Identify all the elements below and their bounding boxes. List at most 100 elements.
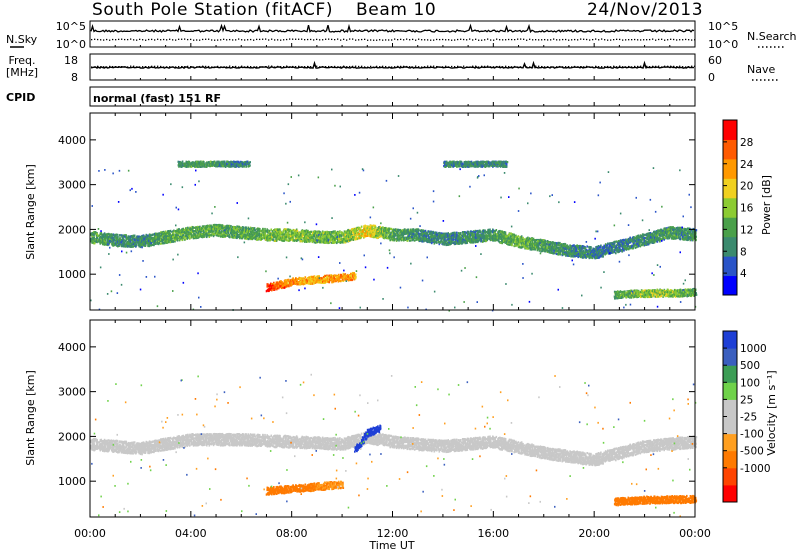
noise-search-dot xyxy=(502,39,503,40)
noise-search-dot xyxy=(451,40,452,41)
nave-dot xyxy=(193,66,194,67)
noise-search-dot xyxy=(412,39,413,40)
nave-dot xyxy=(415,66,416,67)
nave-dot xyxy=(424,66,425,67)
nave-dot xyxy=(469,66,470,67)
data-point xyxy=(254,227,256,229)
nave-dot xyxy=(682,66,683,67)
data-point xyxy=(170,230,172,232)
nave-dot xyxy=(97,66,98,67)
data-point xyxy=(252,231,254,233)
data-point xyxy=(275,235,277,237)
data-point xyxy=(402,238,404,240)
data-point xyxy=(247,236,249,238)
data-point xyxy=(404,228,406,230)
data-point xyxy=(357,238,359,240)
cpid-value: normal (fast) 151 RF xyxy=(93,92,221,105)
noise-search-dot xyxy=(589,39,590,40)
nave-dot xyxy=(394,66,395,67)
noise-search-dot xyxy=(187,39,188,40)
data-point xyxy=(141,246,143,248)
nave-dot xyxy=(208,66,209,67)
noise-search-dot xyxy=(520,38,521,39)
noise-search-dot xyxy=(445,39,446,40)
noise-search-dot xyxy=(253,40,254,41)
data-point xyxy=(361,226,363,228)
nave-dot xyxy=(613,66,614,67)
data-point xyxy=(487,238,489,240)
noise-search-dot xyxy=(175,39,176,40)
noise-search-dot xyxy=(202,39,203,40)
data-point xyxy=(204,235,206,237)
data-point xyxy=(418,229,420,231)
noise-search-dot xyxy=(571,39,572,40)
nave-dot xyxy=(406,66,407,67)
noise-search-dot xyxy=(427,39,428,40)
noise-search-dot xyxy=(310,39,311,40)
nave-dot xyxy=(277,66,278,67)
nave-dot xyxy=(103,66,104,67)
noise-search-dot xyxy=(535,39,536,40)
data-point xyxy=(119,237,121,239)
nave-dot xyxy=(241,66,242,67)
data-point xyxy=(386,234,388,236)
data-point xyxy=(155,241,157,243)
noise-search-dot xyxy=(550,39,551,40)
data-point xyxy=(279,229,281,231)
nave-dot xyxy=(100,66,101,67)
noise-search-dot xyxy=(208,39,209,40)
noise-search-dot xyxy=(97,39,98,40)
nave-dot xyxy=(610,66,611,67)
noise-search-dot xyxy=(109,40,110,41)
data-point xyxy=(333,241,335,243)
noise-search-dot xyxy=(118,39,119,40)
nave-dot xyxy=(184,66,185,67)
nave-dot xyxy=(643,66,644,67)
data-point xyxy=(472,234,474,236)
nave-dot xyxy=(163,66,164,67)
nave-label: Nave xyxy=(747,63,775,76)
nave-dot xyxy=(622,66,623,67)
nave-dot xyxy=(559,66,560,67)
data-point xyxy=(117,236,119,238)
noise-search-dot xyxy=(148,39,149,40)
data-point xyxy=(249,228,251,230)
noise-search-dot xyxy=(610,39,611,40)
noise-search-dot xyxy=(337,38,338,39)
noise-search-dot xyxy=(322,39,323,40)
data-point xyxy=(496,229,498,231)
noise-search-dot xyxy=(547,39,548,40)
nave-dot xyxy=(127,66,128,67)
nave-dot xyxy=(142,66,143,67)
noise-search-dot xyxy=(568,39,569,40)
noise-search-dot xyxy=(181,39,182,40)
data-point xyxy=(162,239,164,241)
noise-search-dot xyxy=(601,38,602,39)
data-point xyxy=(454,232,456,234)
nave-dot xyxy=(688,66,689,67)
noise-search-dot xyxy=(106,39,107,40)
data-point xyxy=(473,241,475,243)
noise-right-tick-lo: 10^0 xyxy=(708,38,738,51)
noise-search-dot xyxy=(586,39,587,40)
noise-search-dot xyxy=(439,39,440,40)
data-point xyxy=(452,239,454,241)
data-point xyxy=(336,241,338,243)
data-point xyxy=(145,240,147,242)
data-point xyxy=(377,237,379,239)
noise-search-dot xyxy=(490,39,491,40)
noise-search-dot xyxy=(499,39,500,40)
nave-dot xyxy=(631,66,632,67)
nave-dot xyxy=(400,66,401,67)
data-point xyxy=(222,224,224,226)
nave-dot xyxy=(247,66,248,67)
data-point xyxy=(136,244,138,246)
data-point xyxy=(183,228,185,230)
nave-dot xyxy=(91,66,92,67)
noise-search-dot xyxy=(514,39,515,40)
nave-dot xyxy=(229,66,230,67)
noise-search-dot xyxy=(595,38,596,39)
data-point xyxy=(506,236,508,238)
data-point xyxy=(432,234,434,236)
